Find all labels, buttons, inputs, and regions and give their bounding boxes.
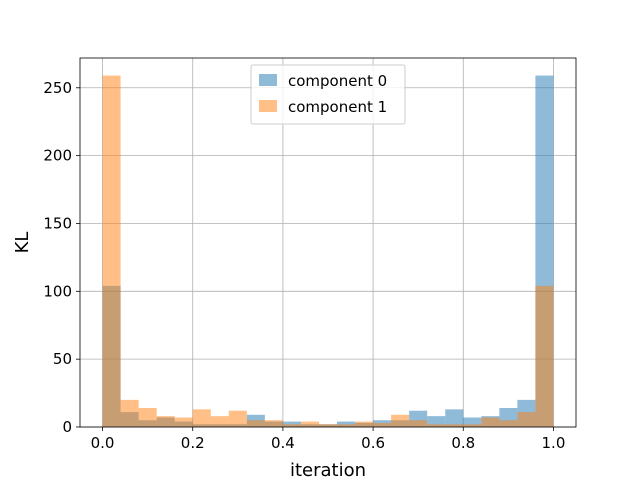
histogram-bar-component-1 [157, 416, 175, 427]
histogram-bar-component-1 [481, 418, 499, 427]
histogram-bar-component-1 [337, 424, 355, 427]
histogram-bar-component-1 [175, 418, 193, 427]
legend-swatch-component-0 [259, 74, 277, 86]
x-tick-label: 0.6 [361, 434, 385, 452]
histogram-bar-component-1 [355, 422, 373, 427]
y-tick-label: 50 [53, 350, 72, 368]
x-tick-label: 0.8 [451, 434, 475, 452]
histogram-bar-component-1 [427, 424, 445, 427]
y-tick-label: 200 [43, 147, 72, 165]
histogram-bar-component-1 [229, 411, 247, 427]
histogram-bar-component-1 [139, 408, 157, 427]
histogram-bar-component-1 [193, 409, 211, 427]
histogram-bar-component-1 [301, 422, 319, 427]
x-tick-label: 0.0 [91, 434, 115, 452]
histogram-bar-component-1 [409, 420, 427, 427]
histogram-bar-component-1 [103, 76, 121, 427]
legend-swatch-component-1 [259, 100, 277, 112]
x-tick-label: 0.2 [181, 434, 205, 452]
histogram-bar-component-1 [319, 424, 337, 427]
y-axis-label: KL [12, 232, 33, 254]
histogram-bar-component-1 [247, 420, 265, 427]
y-tick-label: 0 [62, 418, 72, 436]
histogram-bar-component-1 [535, 286, 553, 427]
y-tick-label: 100 [43, 282, 72, 300]
histogram-bar-component-1 [517, 412, 535, 427]
histogram-bar-component-1 [265, 420, 283, 427]
y-tick-label: 150 [43, 214, 72, 232]
legend: component 0 component 1 [251, 65, 405, 124]
histogram-bar-component-1 [283, 424, 301, 427]
x-axis-label: iteration [290, 460, 366, 480]
histogram-bar-component-1 [391, 415, 409, 427]
histogram-bar-component-1 [373, 423, 391, 427]
legend-label-component-1: component 1 [288, 98, 387, 116]
histogram-bar-component-1 [121, 400, 139, 427]
legend-label-component-0: component 0 [288, 72, 387, 90]
x-tick-label: 1.0 [542, 434, 566, 452]
ticks-layer: 0.0 0.2 0.4 0.6 0.8 1.0 0 50 100 150 200 250 [43, 79, 565, 452]
histogram-bar-component-1 [211, 416, 229, 427]
histogram-bar-component-1 [445, 424, 463, 427]
x-tick-label: 0.4 [271, 434, 295, 452]
bars-layer [103, 76, 554, 427]
histogram-bar-component-1 [499, 420, 517, 427]
y-tick-label: 250 [43, 79, 72, 97]
histogram-bar-component-1 [463, 424, 481, 427]
